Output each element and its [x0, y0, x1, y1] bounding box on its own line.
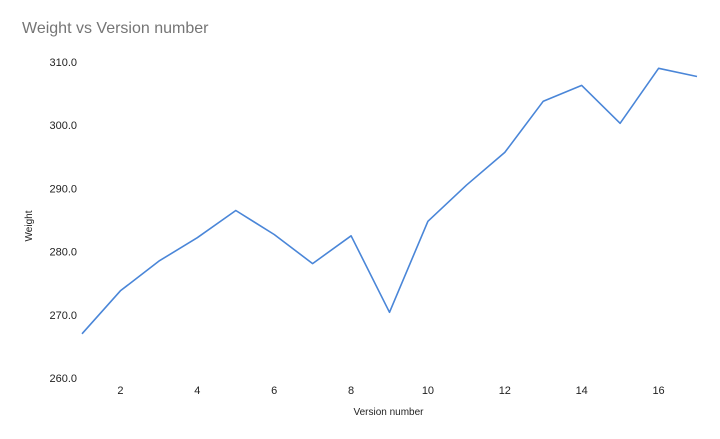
x-tick-label: 8: [348, 385, 354, 397]
x-tick-label: 10: [422, 385, 434, 397]
y-axis-title: Weight: [24, 210, 35, 241]
y-axis-tick-labels: 260.0 270.0 280.0 290.0 300.0 310.0: [49, 57, 77, 385]
series-layer: [81, 67, 698, 335]
chart-title: Weight vs Version number: [22, 20, 209, 37]
x-tick-label: 14: [576, 385, 588, 397]
x-axis-tick-labels: 2 4 6 8 10 12 14 16: [117, 385, 664, 397]
x-tick-label: 4: [194, 385, 200, 397]
x-tick-label: 2: [117, 385, 123, 397]
series-line: [81, 67, 698, 335]
y-tick-label: 310.0: [49, 57, 77, 69]
x-tick-label: 6: [271, 385, 277, 397]
y-tick-label: 260.0: [49, 373, 77, 385]
x-axis-title: Version number: [353, 407, 424, 418]
y-tick-label: 280.0: [49, 247, 77, 259]
y-tick-label: 290.0: [49, 183, 77, 195]
y-tick-label: 270.0: [49, 310, 77, 322]
x-tick-label: 16: [652, 385, 664, 397]
y-tick-label: 300.0: [49, 120, 77, 132]
x-tick-label: 12: [499, 385, 511, 397]
